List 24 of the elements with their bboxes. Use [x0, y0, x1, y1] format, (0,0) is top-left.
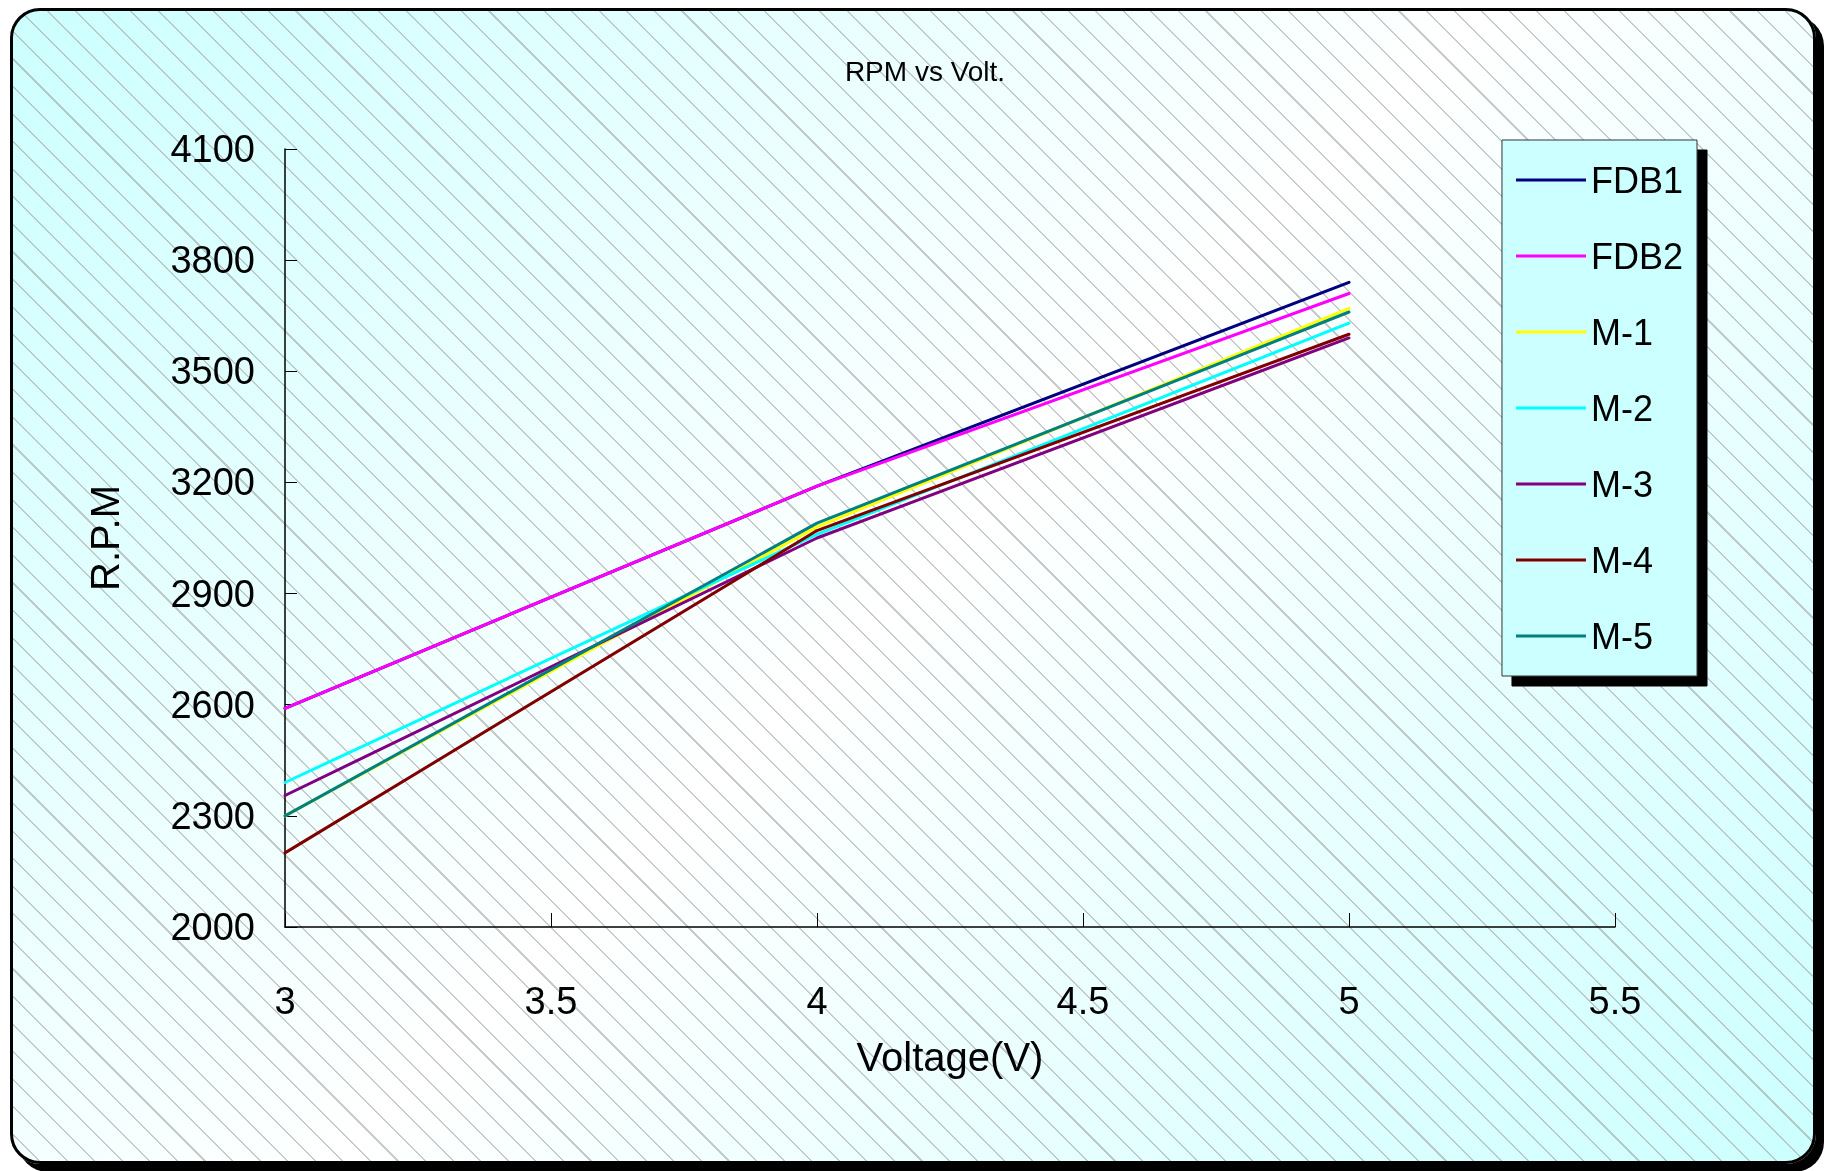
legend-label: FDB1	[1590, 159, 1684, 201]
y-tick-label: 4100	[170, 128, 255, 170]
x-tick-label: 5.5	[1588, 980, 1642, 1022]
y-tick-label: 3800	[170, 239, 255, 282]
legend-label: M-2	[1590, 387, 1653, 429]
legend-label: FDB2	[1590, 235, 1684, 277]
x-tick-label: 5	[1338, 980, 1360, 1022]
x-tick-label: 3.5	[524, 980, 578, 1022]
chart-title: RPM vs Volt.	[844, 55, 1006, 87]
x-tick-label: 4.5	[1056, 980, 1110, 1022]
y-tick-label: 2900	[170, 572, 255, 615]
y-tick-label: 3500	[170, 350, 255, 393]
legend-label: M-1	[1590, 311, 1653, 353]
legend-label: M-5	[1590, 615, 1653, 657]
legend-label: M-4	[1590, 539, 1653, 581]
y-tick-label: 3200	[170, 461, 255, 504]
x-tick-label: 3	[274, 980, 296, 1022]
y-tick-label: 2600	[170, 683, 255, 726]
y-tick-label: 2300	[170, 794, 255, 837]
y-axis-title: R.P.M	[83, 485, 127, 591]
x-tick-label: 4	[806, 980, 828, 1022]
x-axis-title: Voltage(V)	[856, 1035, 1044, 1079]
legend-label: M-3	[1590, 463, 1653, 505]
y-tick-label: 2000	[170, 906, 255, 948]
